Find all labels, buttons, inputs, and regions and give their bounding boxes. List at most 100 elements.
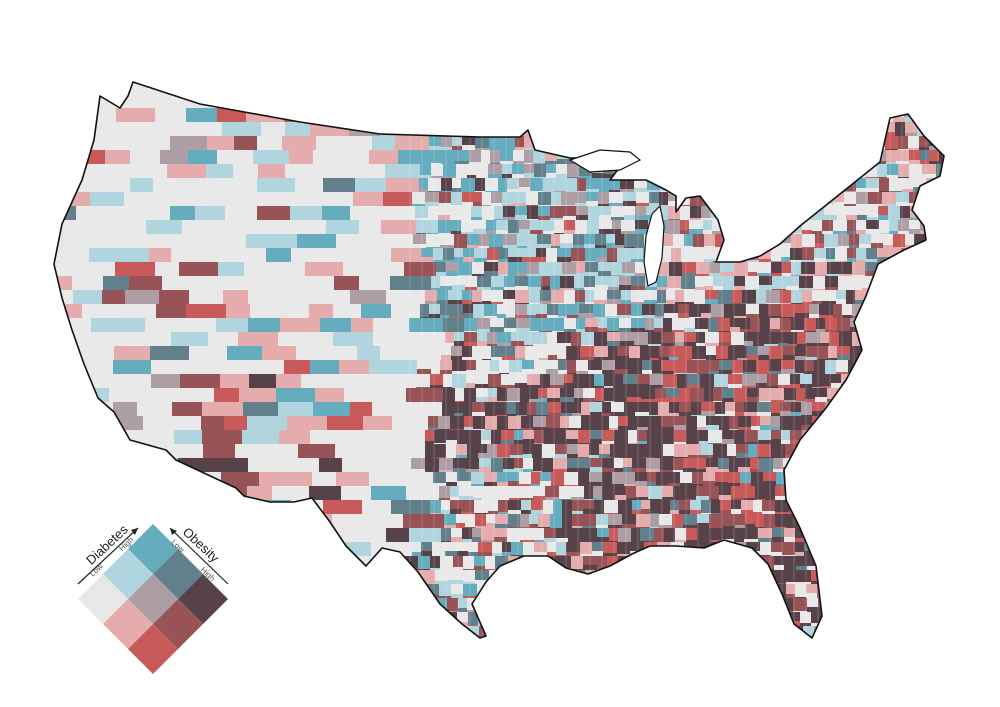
county-cell: [531, 472, 540, 484]
county-cell: [540, 472, 551, 481]
county-cell: [927, 290, 939, 301]
county-cell: [88, 444, 124, 472]
county-cell: [690, 388, 704, 401]
county-cell: [718, 318, 730, 331]
county-cell: [900, 318, 909, 327]
county-cell: [739, 626, 751, 636]
county-cell: [724, 556, 737, 567]
county-cell: [864, 341, 878, 358]
county-cell: [900, 327, 909, 344]
county-cell: [491, 290, 503, 302]
county-cell: [102, 290, 125, 304]
county-cell: [945, 594, 954, 610]
us-outline: [53, 81, 945, 639]
county-cell: [518, 566, 532, 582]
county-cell: [641, 136, 654, 146]
county-cell: [863, 402, 876, 415]
county-cell: [824, 206, 837, 215]
county-cell: [833, 486, 842, 496]
county-cell: [678, 640, 688, 651]
county-cell: [945, 497, 958, 512]
county-cell: [452, 360, 466, 371]
county-cell: [741, 94, 753, 107]
county-cell: [523, 108, 534, 118]
county-cell: [628, 651, 641, 666]
county-cell: [697, 514, 709, 523]
county-cell: [54, 262, 84, 276]
county-cell: [572, 582, 585, 596]
county-cell: [685, 150, 694, 163]
county-cell: [784, 528, 795, 537]
county-cell: [608, 582, 618, 596]
county-cell: [491, 276, 504, 287]
county-cell: [433, 472, 446, 483]
county-cell: [692, 346, 706, 359]
county-cell: [832, 556, 845, 565]
county-cell: [876, 652, 886, 666]
county-cell: [175, 178, 216, 192]
county-cell: [942, 541, 944, 554]
county-cell: [865, 262, 879, 271]
county-cell: [812, 402, 825, 411]
county-cell: [694, 105, 703, 120]
county-cell: [472, 528, 481, 537]
county-cell: [323, 500, 362, 514]
county-cell: [525, 598, 536, 608]
county-cell: [609, 192, 623, 203]
county-cell: [649, 120, 661, 134]
county-cell: [949, 570, 959, 579]
county-cell: [913, 288, 923, 302]
county-cell: [674, 430, 686, 442]
county-cell: [546, 360, 558, 369]
county-cell: [702, 621, 716, 638]
county-cell: [660, 430, 674, 439]
county-cell: [466, 90, 479, 106]
county-cell: [881, 302, 894, 316]
county-cell: [886, 552, 895, 568]
county-cell: [462, 346, 472, 357]
county-cell: [735, 219, 747, 232]
county-cell: [675, 332, 684, 342]
county-cell: [442, 108, 454, 121]
county-cell: [517, 234, 527, 246]
county-cell: [801, 262, 815, 274]
county-cell: [225, 206, 257, 220]
county-cell: [273, 542, 303, 556]
county-cell: [533, 458, 542, 471]
county-cell: [679, 570, 688, 583]
county-cell: [602, 472, 612, 481]
county-cell: [576, 318, 585, 329]
county-cell: [525, 608, 536, 624]
county-cell: [578, 640, 590, 649]
county-cell: [761, 82, 772, 90]
county-cell: [755, 122, 766, 132]
county-cell: [757, 611, 769, 624]
county-cell: [784, 556, 796, 567]
county-cell: [725, 607, 735, 624]
county-cell: [425, 290, 437, 301]
county-cell: [476, 360, 490, 371]
county-cell: [426, 234, 440, 247]
county-cell: [296, 346, 321, 360]
county-cell: [943, 82, 944, 90]
county-cell: [499, 108, 512, 118]
county-cell: [454, 248, 463, 257]
county-cell: [454, 108, 465, 120]
county-cell: [504, 612, 514, 622]
county-cell: [933, 318, 944, 331]
county-cell: [463, 304, 473, 313]
county-cell: [646, 458, 660, 469]
county-cell: [729, 416, 738, 429]
county-cell: [742, 192, 756, 204]
county-cell: [706, 416, 719, 425]
county-cell: [589, 625, 600, 638]
county-cell: [752, 189, 762, 204]
county-cell: [947, 173, 961, 190]
county-cell: [542, 444, 555, 454]
county-cell: [145, 318, 176, 332]
county-cell: [795, 360, 804, 373]
county-cell: [772, 528, 784, 537]
county-cell: [879, 444, 890, 453]
county-cell: [923, 612, 936, 623]
county-cell: [457, 94, 467, 104]
